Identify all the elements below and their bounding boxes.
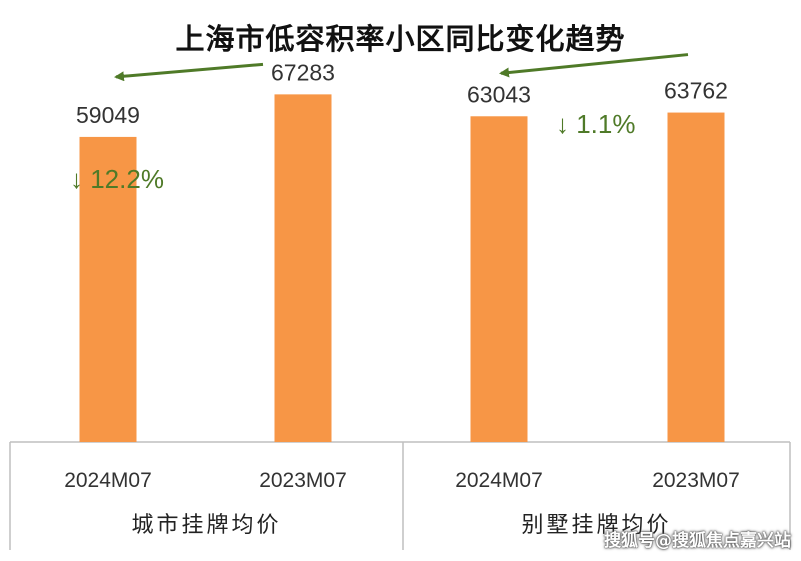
bar-2 — [470, 116, 528, 442]
bar-0 — [79, 136, 137, 442]
data-label-3: 63762 — [664, 78, 728, 104]
group-label-1: 别墅挂牌均价 — [521, 513, 671, 538]
tick-label-0: 2024M07 — [64, 469, 152, 492]
chart-title: 上海市低容积率小区同比变化趋势 — [175, 22, 626, 56]
bar-3 — [667, 112, 725, 443]
data-label-0: 59049 — [76, 102, 140, 128]
bar-1 — [274, 94, 332, 443]
data-label-2: 63043 — [467, 81, 531, 107]
annotation-1-1: ↓ 1.1% — [556, 109, 636, 139]
watermark: 搜狐号@搜狐焦点嘉兴站 — [604, 531, 791, 551]
tick-label-3: 2023M07 — [652, 469, 740, 492]
annotation-12-2: ↓ 12.2% — [70, 164, 164, 194]
tick-label-1: 2023M07 — [259, 469, 347, 492]
group-label-0: 城市挂牌均价 — [131, 513, 281, 538]
tick-label-2: 2024M07 — [455, 469, 543, 492]
arrow-12-2 — [114, 62, 264, 82]
data-label-1: 67283 — [271, 59, 335, 85]
arrow-1-1 — [499, 53, 689, 78]
